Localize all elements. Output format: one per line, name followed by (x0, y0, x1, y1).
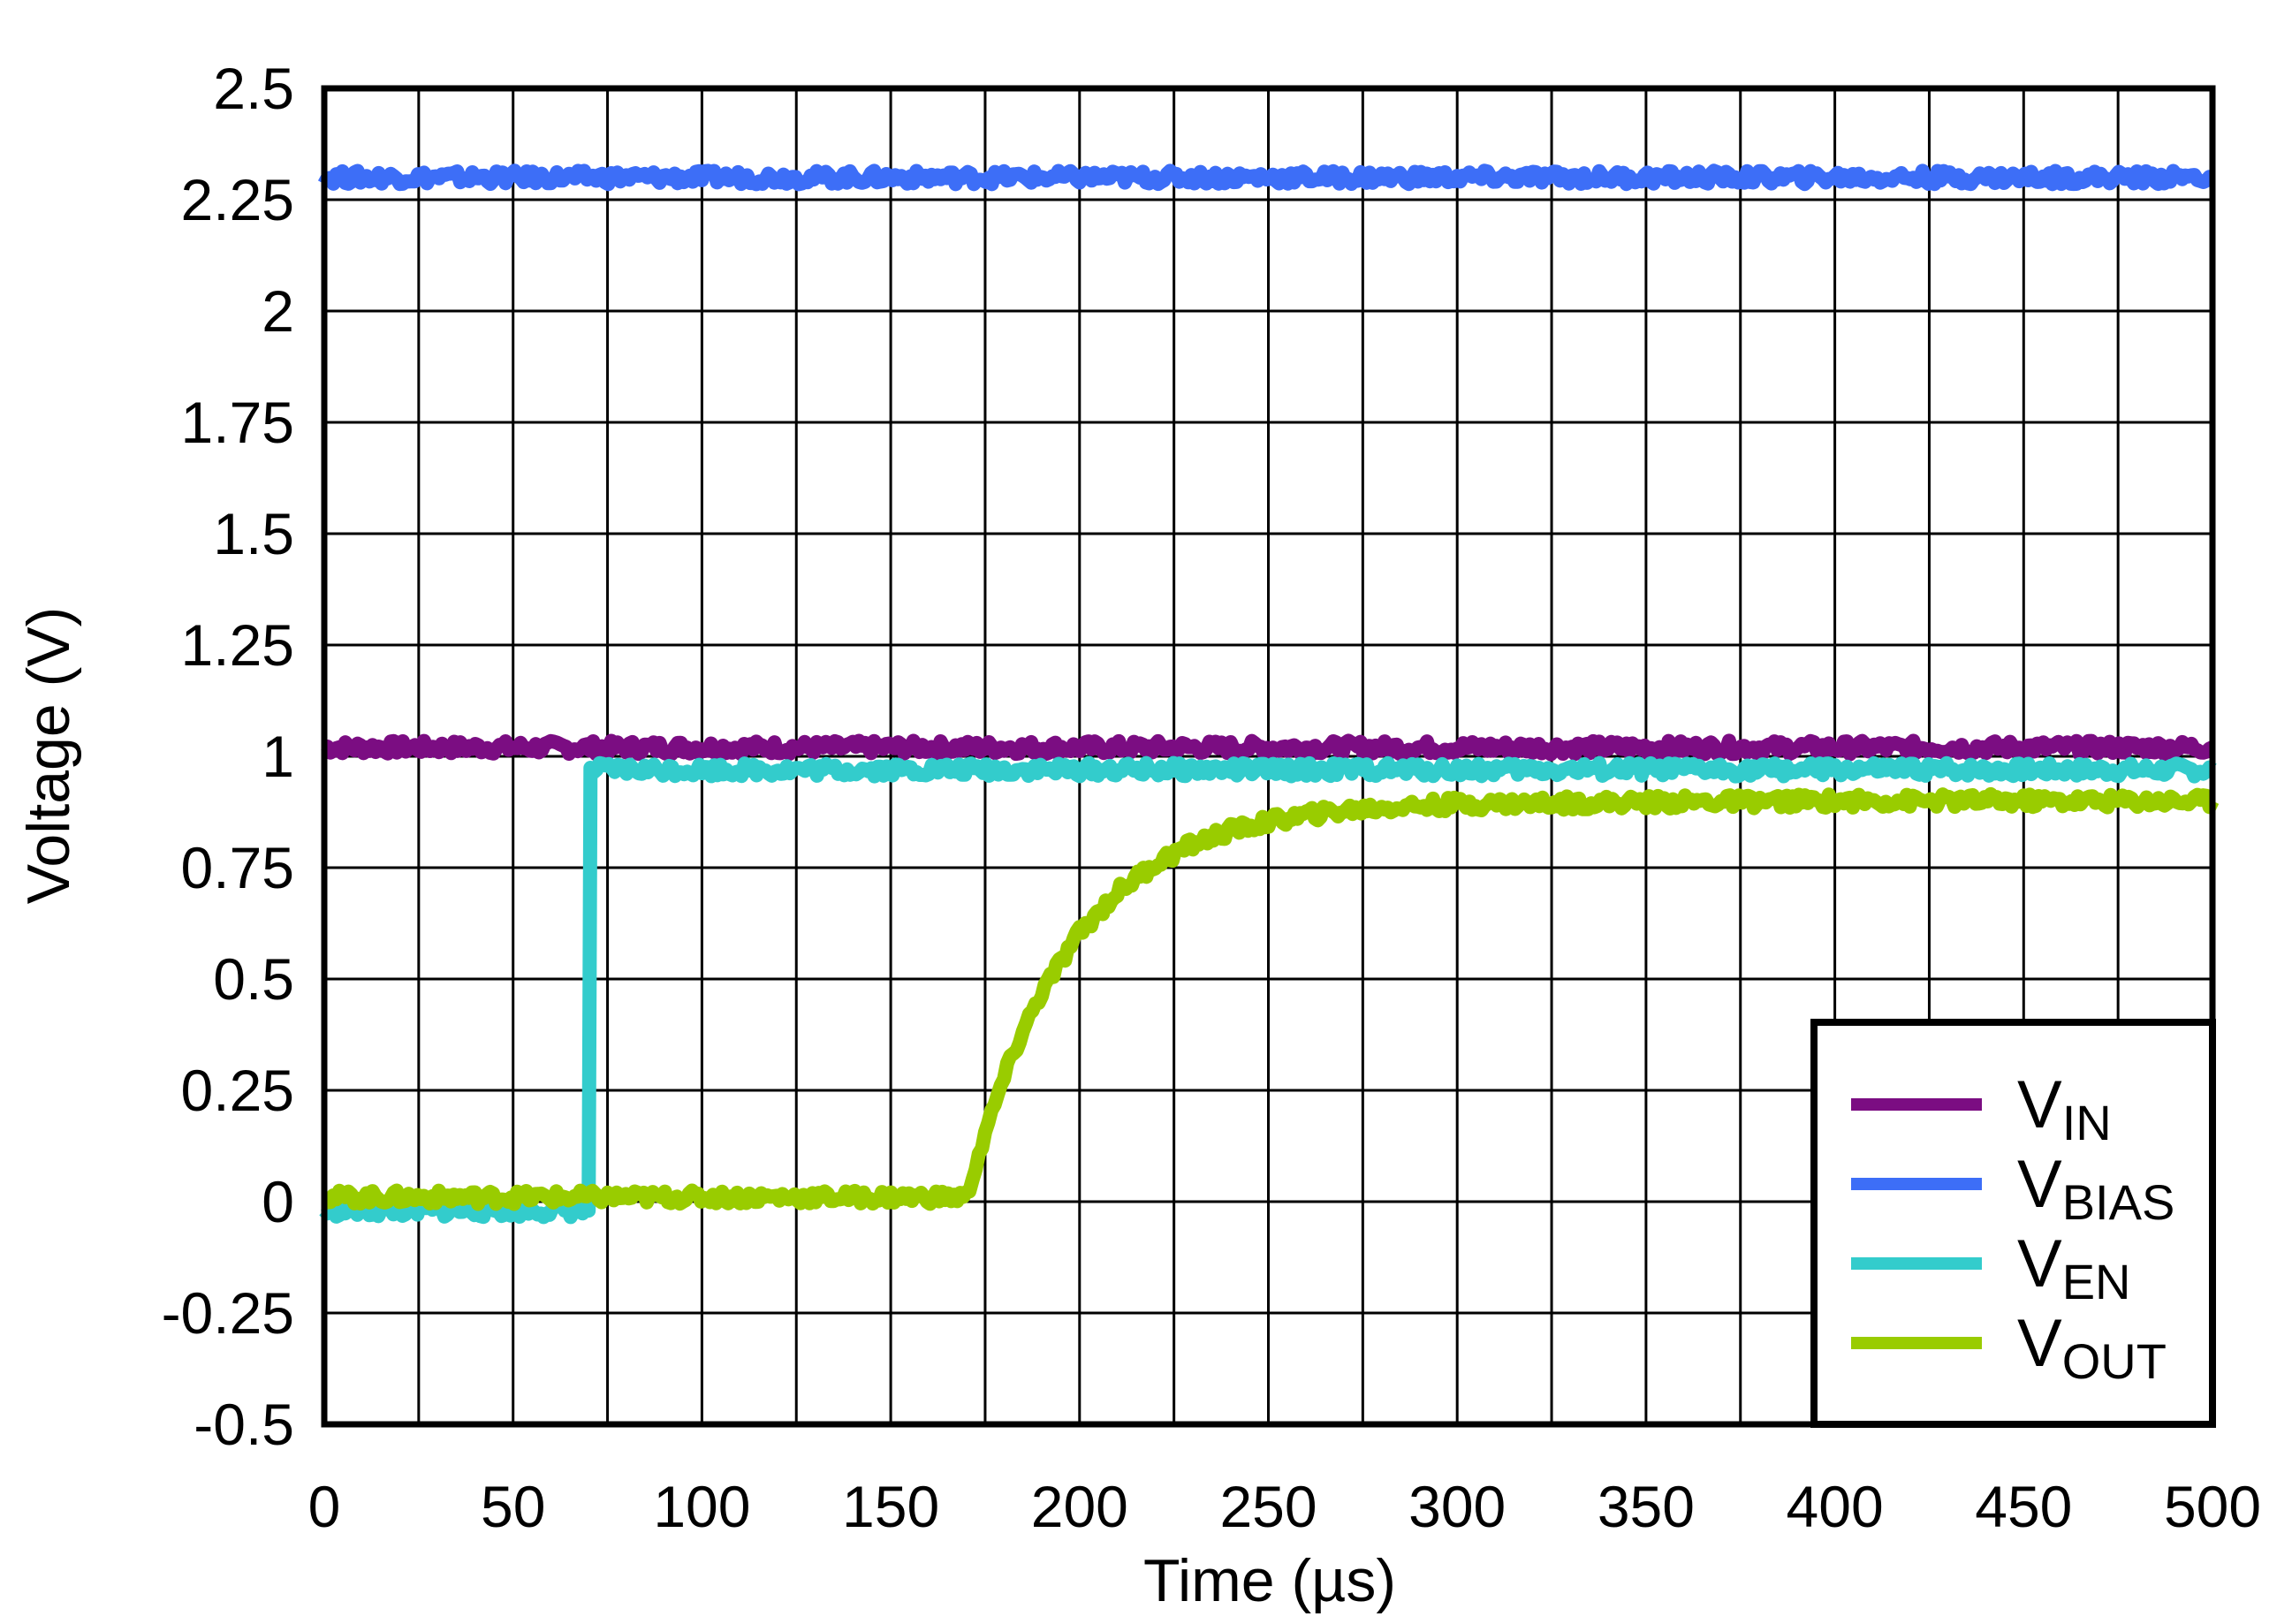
y-tick-label: 0.25 (181, 1058, 294, 1123)
x-tick-label: 300 (1408, 1474, 1506, 1539)
legend-item-vbias: VBIAS (1851, 1147, 2174, 1230)
series-line-ven (319, 755, 2217, 1225)
series-line-vout (320, 786, 2220, 1211)
series-line-vbias (317, 163, 2217, 192)
x-tick-label: 450 (1975, 1474, 2072, 1539)
legend-box (1810, 1019, 2216, 1428)
legend-item-ven: VEN (1851, 1226, 2131, 1309)
y-axis-title: Voltage (V) (15, 607, 82, 904)
legend-item-vin: VIN (1851, 1067, 2112, 1150)
y-tick-label: 2.5 (213, 56, 294, 121)
x-tick-label: 50 (481, 1474, 545, 1539)
x-tick-label: 100 (653, 1474, 750, 1539)
x-tick-label: 500 (2164, 1474, 2261, 1539)
legend-label: VOUT (2017, 1306, 2167, 1389)
y-tick-label: 2.25 (181, 167, 294, 232)
y-tick-label: 1.75 (181, 390, 294, 455)
legend-item-vout: VOUT (1851, 1306, 2167, 1389)
y-tick-label: 0.5 (213, 946, 294, 1012)
legend-label: VBIAS (2017, 1147, 2174, 1230)
legend-label: VEN (2017, 1226, 2131, 1309)
y-tick-label: -0.5 (194, 1392, 294, 1457)
y-tick-labels: -0.5 -0.25 0 0.25 0.5 0.75 1 1.25 1.5 1.75 2 2.25 2.… (162, 56, 294, 1457)
x-tick-label: 350 (1598, 1474, 1695, 1539)
x-tick-labels: 0 50 100 150 200 250 300 350 400 450 500 (308, 1474, 2261, 1539)
y-tick-label: 0 (262, 1169, 294, 1234)
series-line-vin (320, 733, 2217, 762)
y-tick-label: 1.5 (213, 501, 294, 566)
x-tick-label: 250 (1219, 1474, 1317, 1539)
x-tick-label: 150 (842, 1474, 939, 1539)
y-tick-label: 1.25 (181, 612, 294, 678)
x-tick-label: 200 (1031, 1474, 1128, 1539)
plot-frame (321, 85, 2216, 1428)
x-tick-label: 0 (308, 1474, 341, 1539)
series-lines (317, 163, 2220, 1225)
y-tick-label: 1 (262, 724, 294, 789)
y-tick-label: -0.25 (162, 1280, 294, 1346)
x-axis-title: Time (µs) (1143, 1547, 1396, 1614)
y-tick-label: 2 (262, 278, 294, 344)
legend-label: VIN (2017, 1067, 2112, 1150)
x-tick-label: 400 (1787, 1474, 1884, 1539)
y-tick-label: 0.75 (181, 835, 294, 900)
